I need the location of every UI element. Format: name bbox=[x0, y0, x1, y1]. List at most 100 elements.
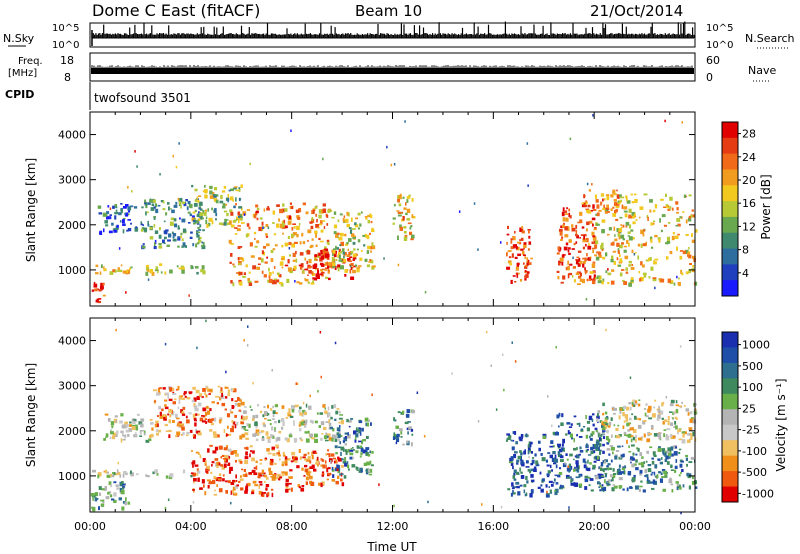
velocity-cell bbox=[205, 385, 208, 388]
velocity-cell bbox=[113, 492, 117, 497]
velocity-cell bbox=[365, 469, 368, 472]
power-cell bbox=[652, 277, 657, 280]
power-cell bbox=[676, 211, 680, 214]
colorbar-tick-label: -25 bbox=[742, 424, 760, 437]
velocity-cell bbox=[602, 468, 605, 473]
power-cell bbox=[332, 250, 336, 254]
velocity-cell bbox=[278, 454, 281, 457]
power-cell bbox=[310, 225, 314, 230]
velocity-cell bbox=[633, 474, 636, 478]
velocity-cell bbox=[201, 479, 205, 484]
velocity-cell bbox=[257, 475, 261, 479]
velocity-cell bbox=[338, 410, 341, 414]
colorbar-swatch bbox=[722, 393, 738, 410]
power-cell bbox=[527, 259, 530, 264]
power-cell bbox=[146, 267, 150, 271]
power-cell bbox=[141, 206, 144, 209]
power-cell bbox=[272, 210, 276, 215]
power-cell bbox=[357, 239, 361, 243]
velocity-cell bbox=[260, 430, 265, 433]
velocity-cell bbox=[672, 412, 674, 416]
velocity-cell bbox=[230, 501, 232, 505]
power-cell bbox=[315, 233, 318, 238]
velocity-cell bbox=[237, 398, 240, 401]
power-cell bbox=[616, 257, 619, 261]
power-cell bbox=[338, 248, 341, 253]
colorbar-tick-label: 16 bbox=[742, 197, 756, 210]
velocity-cell bbox=[165, 475, 169, 479]
velocity-cell bbox=[410, 442, 413, 447]
velocity-cell bbox=[331, 479, 336, 482]
power-cell bbox=[398, 203, 402, 207]
power-cell bbox=[104, 220, 108, 224]
power-cell bbox=[172, 154, 174, 158]
velocity-cell bbox=[272, 418, 275, 420]
velocity-cell bbox=[601, 475, 604, 477]
power-cell bbox=[510, 240, 513, 244]
power-cell bbox=[365, 216, 368, 220]
velocity-cell bbox=[154, 469, 158, 474]
power-cell bbox=[688, 194, 692, 197]
velocity-cell bbox=[671, 417, 674, 419]
velocity-cell bbox=[568, 471, 570, 473]
power-cell bbox=[337, 267, 340, 272]
power-cell bbox=[411, 198, 414, 202]
velocity-cell bbox=[675, 481, 679, 484]
power-cell bbox=[617, 250, 620, 254]
velocity-cell bbox=[168, 408, 173, 413]
velocity-cell bbox=[167, 413, 170, 416]
power-cell bbox=[114, 215, 117, 220]
velocity-cell bbox=[295, 382, 297, 385]
velocity-cell bbox=[601, 427, 606, 430]
power-cell bbox=[402, 196, 405, 199]
power-cell bbox=[411, 216, 416, 219]
velocity-cell bbox=[212, 479, 216, 485]
velocity-cell bbox=[653, 471, 656, 476]
power-cell bbox=[648, 276, 651, 279]
power-cell bbox=[620, 269, 625, 271]
velocity-cell bbox=[601, 422, 606, 426]
power-cell bbox=[287, 267, 292, 272]
velocity-cell bbox=[503, 388, 505, 392]
power-cell bbox=[367, 220, 370, 224]
velocity-cell bbox=[568, 506, 570, 509]
power-cell bbox=[630, 277, 634, 281]
velocity-cell bbox=[131, 426, 136, 430]
power-cell bbox=[610, 208, 613, 211]
power-cell bbox=[234, 186, 238, 188]
velocity-cell bbox=[314, 420, 318, 424]
power-cell bbox=[559, 231, 563, 236]
velocity-cell bbox=[190, 474, 193, 478]
velocity-cell bbox=[220, 456, 223, 459]
power-cell bbox=[312, 272, 315, 277]
power-cell bbox=[192, 215, 195, 218]
power-cell bbox=[164, 271, 167, 275]
power-cell bbox=[254, 238, 256, 240]
velocity-cell bbox=[339, 425, 341, 429]
power-cell bbox=[516, 273, 519, 278]
power-cell bbox=[307, 229, 312, 234]
power-cell bbox=[507, 225, 509, 229]
velocity-cell bbox=[231, 489, 234, 494]
velocity-cell bbox=[682, 433, 685, 438]
velocity-cell bbox=[320, 464, 323, 467]
colorbar-swatch bbox=[722, 216, 738, 234]
velocity-cell bbox=[106, 474, 111, 478]
velocity-cell bbox=[291, 451, 296, 456]
power-cell bbox=[143, 227, 148, 232]
velocity-cell bbox=[608, 438, 611, 443]
power-cell bbox=[562, 207, 565, 212]
velocity-cell bbox=[551, 469, 553, 472]
power-cell bbox=[347, 258, 351, 262]
power-cell bbox=[611, 269, 615, 272]
power-cell bbox=[591, 183, 593, 186]
power-cell bbox=[321, 209, 324, 214]
velocity-cell bbox=[320, 458, 323, 461]
velocity-cell bbox=[585, 449, 588, 453]
velocity-cell bbox=[622, 488, 625, 491]
velocity-cell bbox=[340, 473, 344, 475]
power-cell bbox=[592, 247, 596, 250]
power-cell bbox=[598, 276, 601, 281]
power-cell bbox=[227, 198, 229, 203]
